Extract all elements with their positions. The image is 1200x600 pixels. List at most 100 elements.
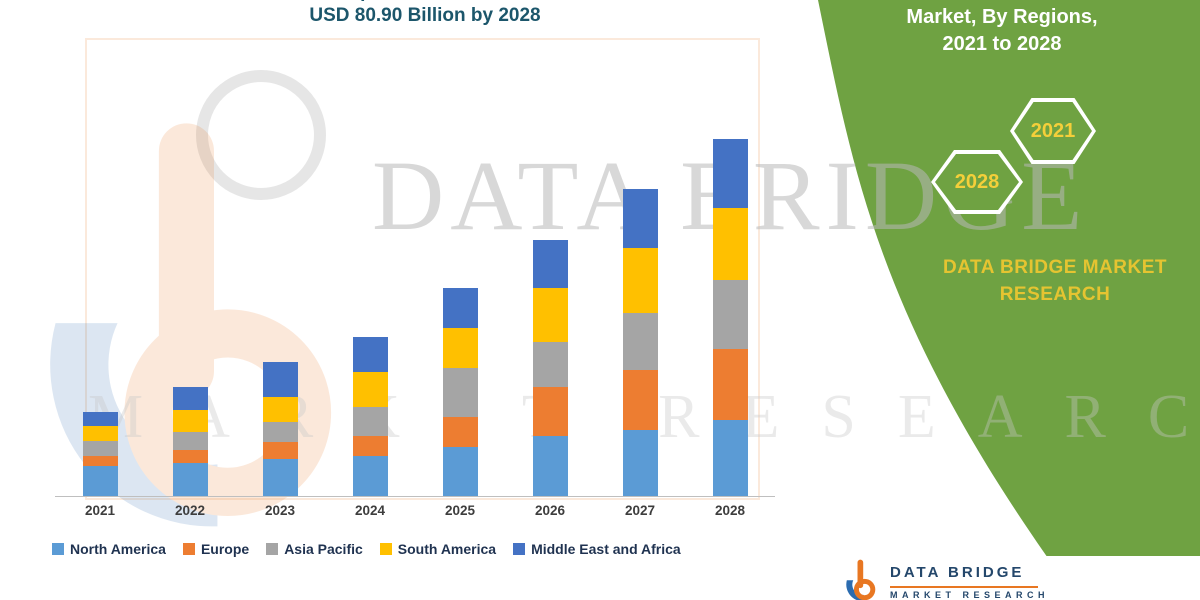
bar-segment xyxy=(352,436,388,457)
stacked-bar-2022 xyxy=(172,387,208,496)
legend-item: Europe xyxy=(182,541,250,557)
legend-label: North America xyxy=(70,541,166,557)
bar-segment xyxy=(532,287,568,343)
legend-swatch-icon xyxy=(379,543,392,555)
panel-brand-text: DATA BRIDGE MARKET RESEARCH xyxy=(905,254,1200,308)
bar-group-2024: 2024 xyxy=(325,122,415,518)
bar-segment xyxy=(712,349,748,420)
bar-segment xyxy=(712,208,748,280)
bar-segment xyxy=(262,459,298,496)
bar-segment xyxy=(352,337,388,372)
stacked-bar-chart: 2021 2022 2023 2024 2025 2026 2027 2028 xyxy=(55,122,775,518)
chart-title-clipped-line: Market is Expected to Reach a Value of xyxy=(60,0,790,3)
bar-segment xyxy=(82,411,118,426)
chart-title: USD 80.90 Billion by 2028 xyxy=(309,5,541,26)
panel-heading: Market, By Regions, 2021 to 2028 xyxy=(852,4,1152,58)
data-bridge-logo-icon xyxy=(846,559,876,600)
footer-brand-block: DATA BRIDGE MARKET RESEARCH xyxy=(828,556,1200,600)
bar-segment xyxy=(352,456,388,496)
stacked-bar-2027 xyxy=(622,188,658,496)
x-axis-label-2021: 2021 xyxy=(84,503,116,518)
x-axis-label-2022: 2022 xyxy=(174,503,206,518)
legend-swatch-icon xyxy=(182,543,195,555)
bar-segment xyxy=(622,312,658,371)
hexagon-2021-label: 2021 xyxy=(1030,119,1076,142)
x-axis-label-2027: 2027 xyxy=(624,503,656,518)
bar-group-2022: 2022 xyxy=(145,122,235,518)
panel-heading-line1: Market, By Regions, xyxy=(906,6,1098,28)
legend-swatch-icon xyxy=(52,543,64,555)
legend-item: North America xyxy=(52,541,166,557)
stacked-bar-2026 xyxy=(532,240,568,496)
bar-segment xyxy=(622,248,658,313)
bar-segment xyxy=(172,449,208,464)
bar-segment xyxy=(82,455,118,466)
bar-group-2026: 2026 xyxy=(505,122,595,518)
stacked-bar-2024 xyxy=(352,337,388,496)
bar-segment xyxy=(262,362,298,398)
x-axis-label-2028: 2028 xyxy=(714,503,746,518)
x-axis-label-2026: 2026 xyxy=(534,503,566,518)
bar-segment xyxy=(712,419,748,496)
bar-segment xyxy=(532,240,568,288)
legend-item: Middle East and Africa xyxy=(513,541,681,557)
legend-label: South America xyxy=(397,541,497,557)
hexagon-badge-2021-inner: 2021 xyxy=(1014,102,1092,160)
stacked-bar-2021 xyxy=(82,411,118,496)
bar-segment xyxy=(172,410,208,433)
watermark-frame xyxy=(85,38,760,500)
bar-segment xyxy=(82,440,118,456)
bar-segment xyxy=(172,432,208,450)
hexagon-badge-2028-inner: 2028 xyxy=(935,154,1019,210)
bar-segment xyxy=(352,371,388,407)
bar-group-2028: 2028 xyxy=(685,122,775,518)
footer-orange-rule xyxy=(890,586,1038,588)
bar-segment xyxy=(82,425,118,441)
bar-group-2023: 2023 xyxy=(235,122,325,518)
panel-heading-line2: 2021 to 2028 xyxy=(942,33,1062,55)
stacked-bar-2025 xyxy=(442,288,478,496)
legend-label: Asia Pacific xyxy=(284,541,363,557)
bar-segment xyxy=(532,436,568,496)
bar-segment xyxy=(442,367,478,418)
legend-swatch-icon xyxy=(513,543,526,555)
legend-label: Europe xyxy=(200,541,250,557)
bar-segment xyxy=(172,463,208,496)
hexagon-badge-2021: 2021 xyxy=(1010,98,1096,164)
stacked-bar-2023 xyxy=(262,362,298,496)
panel-brand-line2: RESEARCH xyxy=(999,284,1111,305)
chart-legend: North America Europe Asia Pacific South Ame… xyxy=(52,541,792,557)
bar-segment xyxy=(622,429,658,496)
bar-segment xyxy=(622,370,658,430)
bar-segment xyxy=(442,446,478,496)
bar-segment xyxy=(442,288,478,328)
footer-brand-sub: MARKET RESEARCH xyxy=(890,590,1050,600)
bar-segment xyxy=(262,421,298,442)
x-axis-label-2025: 2025 xyxy=(444,503,476,518)
legend-swatch-icon xyxy=(266,543,279,555)
hexagon-2028-label: 2028 xyxy=(954,170,1000,193)
x-axis-label-2023: 2023 xyxy=(264,503,296,518)
legend-item: Asia Pacific xyxy=(266,541,363,557)
panel-brand-line1: DATA BRIDGE MARKET xyxy=(943,257,1167,278)
legend-label: Middle East and Africa xyxy=(531,541,681,557)
bar-group-2021: 2021 xyxy=(55,122,145,518)
bar-segment xyxy=(712,279,748,350)
bar-segment xyxy=(82,466,118,496)
bar-segment xyxy=(442,417,478,447)
footer-brand-name: DATA BRIDGE xyxy=(890,564,1025,581)
bar-segment xyxy=(532,387,568,437)
stacked-bar-2028 xyxy=(712,139,748,496)
bar-segment xyxy=(262,441,298,460)
bar-segment xyxy=(622,188,658,249)
bar-group-2025: 2025 xyxy=(415,122,505,518)
x-axis-label-2024: 2024 xyxy=(354,503,386,518)
bar-segment xyxy=(172,387,208,411)
legend-item: South America xyxy=(379,541,497,557)
bar-group-2027: 2027 xyxy=(595,122,685,518)
bar-segment xyxy=(352,406,388,437)
bar-segment xyxy=(442,327,478,368)
plot-area: 2021 2022 2023 2024 2025 2026 2027 2028 xyxy=(55,122,775,518)
